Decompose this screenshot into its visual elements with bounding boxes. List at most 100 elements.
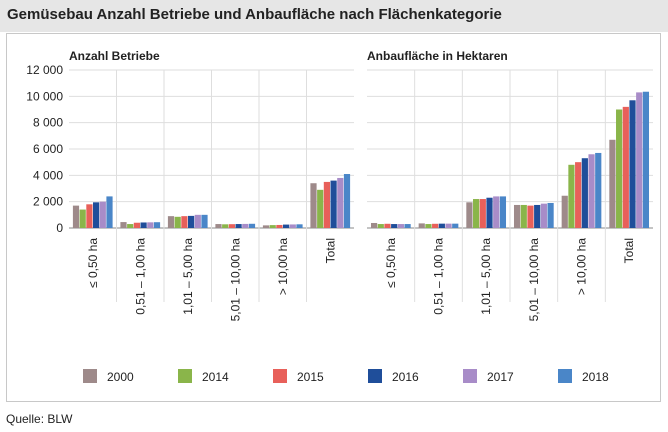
legend-swatch xyxy=(368,369,382,383)
bar xyxy=(201,214,208,228)
legend-item: 2018 xyxy=(558,369,609,384)
legend-swatch xyxy=(463,369,477,383)
bar xyxy=(493,196,500,228)
legend-swatch xyxy=(273,369,287,383)
bar xyxy=(642,91,650,228)
y-tick-label: 6 000 xyxy=(33,142,63,156)
bar xyxy=(140,222,147,228)
bar xyxy=(513,204,521,228)
bar xyxy=(520,204,527,228)
legend-label: 2016 xyxy=(392,370,419,384)
bar xyxy=(479,199,486,228)
legend-item: 2017 xyxy=(463,369,514,384)
x-tick-label: > 10,00 ha xyxy=(276,238,290,295)
legend-item: 2015 xyxy=(273,369,324,384)
y-tick-label: 12 000 xyxy=(26,63,63,77)
legend-label: 2014 xyxy=(202,370,229,384)
bar xyxy=(323,181,330,228)
x-tick-label: 5,01 – 10,00 ha xyxy=(527,238,541,322)
y-tick-label: 2 000 xyxy=(33,195,63,209)
legend-label: 2018 xyxy=(582,370,609,384)
bar xyxy=(147,222,154,228)
bar xyxy=(120,222,127,228)
bar xyxy=(181,216,188,228)
bar xyxy=(527,205,534,228)
chart-svg: Anzahl Betriebe 0 2 000 4 000 6 000 8 000 10 0… xyxy=(26,49,653,384)
bar xyxy=(445,223,452,228)
chart-title: Gemüsebau Anzahl Betriebe und Anbaufläch… xyxy=(7,6,502,23)
x-tick-label: > 10,00 ha xyxy=(575,238,589,295)
bar xyxy=(629,100,636,228)
bar xyxy=(330,180,337,228)
bar xyxy=(588,154,595,228)
bar xyxy=(404,224,411,228)
legend-item: 2014 xyxy=(178,369,229,384)
bar xyxy=(228,224,235,228)
bar xyxy=(466,202,473,228)
bar xyxy=(194,214,201,228)
bar xyxy=(581,158,588,228)
bar xyxy=(262,225,270,228)
bar xyxy=(575,162,582,228)
legend-swatch xyxy=(558,369,572,383)
bar xyxy=(242,223,249,228)
bar xyxy=(418,223,425,228)
bar xyxy=(153,222,161,228)
bar xyxy=(296,224,303,228)
legend-label: 2015 xyxy=(297,370,324,384)
bar xyxy=(616,109,623,228)
bar xyxy=(540,203,547,228)
legend-label: 2000 xyxy=(107,370,134,384)
x-tick-label: 1,01 – 5,00 ha xyxy=(479,238,493,315)
y-tick-label: 4 000 xyxy=(33,168,63,182)
bar xyxy=(397,224,404,228)
bar xyxy=(99,201,106,228)
x-tick-label: 0,51 – 1,00 ha xyxy=(432,238,446,315)
legend-swatch xyxy=(178,369,192,383)
panel-title: Anbaufläche in Hektaren xyxy=(367,49,508,63)
bar xyxy=(215,224,222,228)
legend-item: 2016 xyxy=(368,369,419,384)
legend-item: 2000 xyxy=(83,369,134,384)
bar xyxy=(391,224,398,228)
bar xyxy=(310,183,317,228)
bar xyxy=(595,152,602,228)
legend-label: 2017 xyxy=(487,370,514,384)
bar xyxy=(248,223,256,228)
bar xyxy=(269,225,276,228)
bar xyxy=(370,222,378,228)
x-tick-label: ≤ 0,50 ha xyxy=(86,238,100,288)
bar xyxy=(432,223,439,228)
bar xyxy=(337,177,344,228)
bar xyxy=(384,223,391,228)
bar xyxy=(425,224,432,228)
x-tick-label: ≤ 0,50 ha xyxy=(384,238,398,288)
bar xyxy=(609,139,616,228)
x-tick-label: Total xyxy=(622,238,636,263)
bar xyxy=(283,224,290,228)
bar xyxy=(188,215,195,228)
bar xyxy=(452,223,459,228)
source-note: Quelle: BLW xyxy=(6,412,73,426)
bar xyxy=(167,216,175,228)
bar xyxy=(561,195,568,228)
title-bar: Gemüsebau Anzahl Betriebe und Anbaufläch… xyxy=(0,0,668,32)
x-tick-label: 0,51 – 1,00 ha xyxy=(133,238,147,315)
bar xyxy=(317,189,324,228)
chart-frame: Anzahl Betriebe 0 2 000 4 000 6 000 8 000 10 0… xyxy=(6,33,661,402)
y-tick-label: 10 000 xyxy=(26,89,63,103)
bar xyxy=(547,202,554,228)
bar xyxy=(568,164,575,228)
bar xyxy=(86,204,93,228)
bar xyxy=(377,224,384,228)
bar xyxy=(473,199,480,228)
bar xyxy=(289,224,296,228)
bar xyxy=(72,205,80,228)
bar xyxy=(93,202,100,228)
bar xyxy=(79,209,86,228)
y-tick-label: 0 xyxy=(56,221,63,235)
bar xyxy=(499,196,507,228)
bar xyxy=(622,106,629,228)
bar xyxy=(486,197,493,228)
x-tick-label: 5,01 – 10,00 ha xyxy=(228,238,242,322)
